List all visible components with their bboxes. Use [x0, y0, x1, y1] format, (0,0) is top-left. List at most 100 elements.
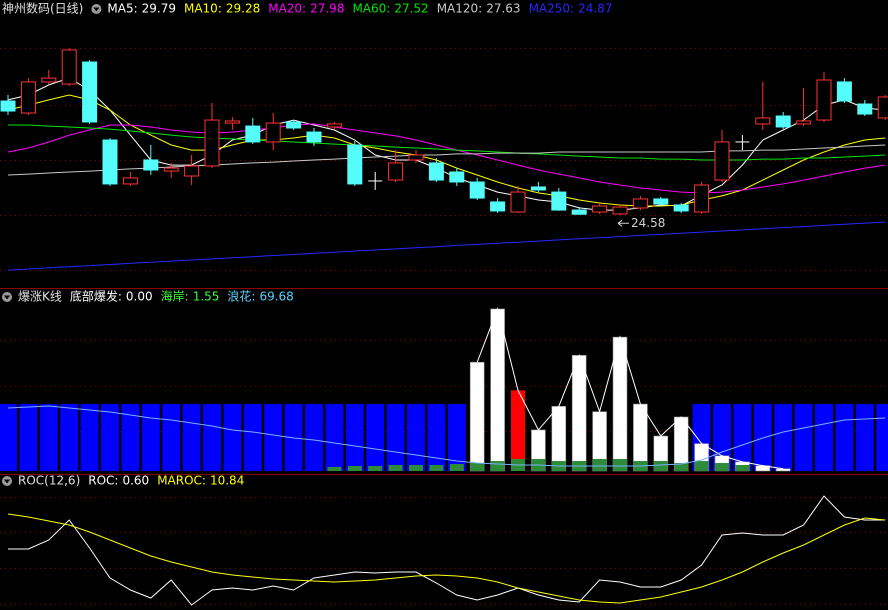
bar — [121, 404, 140, 471]
line-series — [7, 221, 886, 271]
menu-icon — [2, 476, 12, 486]
bar — [612, 336, 628, 472]
candle-body — [143, 159, 159, 171]
bar — [429, 464, 444, 471]
candle-body — [265, 122, 281, 143]
bar — [264, 404, 283, 471]
line-series — [7, 94, 886, 207]
bar — [735, 464, 750, 471]
bar — [305, 404, 323, 471]
candle-body — [286, 121, 302, 129]
bar — [243, 404, 262, 471]
bar — [490, 461, 505, 471]
bar — [80, 404, 99, 471]
legend-value: 1.55 — [193, 290, 220, 304]
legend-name: MA60: — [352, 2, 390, 16]
candle-body — [326, 123, 342, 128]
candle-body — [306, 131, 322, 143]
candle-body — [510, 191, 526, 213]
bar — [733, 404, 752, 471]
candle-body — [122, 177, 138, 185]
bar — [774, 404, 793, 471]
line-series — [8, 495, 886, 606]
candle-body — [82, 61, 98, 123]
candle-body — [673, 204, 689, 212]
bar — [368, 465, 383, 471]
legend-name: MA120: — [437, 2, 483, 16]
bar — [162, 404, 181, 471]
bar — [386, 404, 405, 471]
legend-name: MA5: — [107, 2, 137, 16]
bar — [407, 404, 425, 471]
candle-body — [184, 165, 200, 177]
legend-value: 10.84 — [210, 474, 244, 488]
bar — [0, 404, 17, 471]
bar — [223, 404, 242, 471]
bar — [469, 361, 485, 472]
legend-value: 27.52 — [394, 2, 428, 16]
line-series — [7, 513, 886, 604]
icon-arrow — [4, 295, 10, 300]
candle-body — [796, 120, 812, 125]
bar — [366, 404, 385, 471]
bar — [19, 404, 38, 471]
bar — [203, 404, 221, 471]
candle-body — [408, 154, 424, 161]
candle-body — [530, 186, 546, 191]
candle-body — [469, 181, 485, 199]
panel-title: ROC(12,6) — [18, 474, 80, 488]
bar — [327, 466, 342, 471]
bar — [633, 403, 648, 472]
menu-icon — [2, 292, 12, 302]
bar — [39, 404, 58, 471]
connect-line — [476, 307, 784, 470]
candle-body — [102, 139, 118, 185]
legend-name: MA10: — [184, 2, 222, 16]
legend-value: 27.63 — [486, 2, 520, 16]
candle-body — [490, 201, 506, 212]
legend-name: MA20: — [268, 2, 306, 16]
bar — [490, 308, 505, 472]
legend-value: 0.00 — [126, 290, 153, 304]
candle-body — [245, 125, 261, 143]
bar — [182, 404, 201, 471]
low-arrow — [617, 219, 629, 227]
bar — [388, 464, 403, 471]
legend-name: 底部爆发: — [70, 289, 122, 304]
candle-body — [775, 115, 791, 128]
candle-body — [61, 49, 77, 85]
bar — [876, 404, 888, 471]
candle-body — [857, 103, 873, 115]
bar — [470, 463, 485, 471]
candle-body — [816, 79, 832, 121]
legend-value: 29.28 — [226, 2, 260, 16]
candle-body — [41, 77, 57, 83]
line-series — [7, 123, 886, 194]
legend-name: 海岸: — [161, 289, 189, 304]
candle-body — [388, 162, 404, 181]
legend-value: 27.98 — [310, 2, 344, 16]
candle-body — [0, 100, 16, 112]
candle-body — [632, 198, 648, 209]
menu-icon — [91, 4, 102, 14]
icon-arrow — [4, 479, 10, 484]
candle-body — [653, 198, 669, 205]
candle-body — [755, 117, 771, 125]
candle-body — [714, 141, 730, 181]
legend-name: 浪花: — [227, 289, 255, 304]
candle-body — [347, 144, 363, 185]
candle-body — [612, 206, 628, 215]
bar — [592, 458, 607, 471]
bar — [101, 404, 119, 471]
candle-body — [694, 184, 710, 213]
bar — [835, 404, 854, 471]
candle-body — [836, 81, 852, 102]
candle-body — [428, 162, 444, 181]
candle-body — [224, 120, 240, 124]
low-label: 24.58 — [631, 216, 665, 230]
legend-value: 69.68 — [259, 290, 293, 304]
bar — [571, 355, 587, 472]
panel-title: 神州数码(日线) — [2, 1, 83, 16]
candle-body — [571, 209, 587, 215]
